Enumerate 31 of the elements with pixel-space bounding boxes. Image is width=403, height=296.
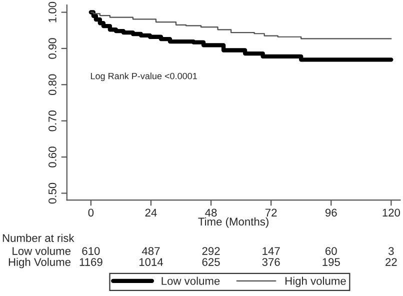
y-tick-label: 0.80 <box>48 74 56 96</box>
text: 3 <box>388 247 394 255</box>
y-tick-label: 0.70 <box>48 110 56 132</box>
text: 60 <box>326 247 337 255</box>
text: Number at risk <box>2 234 74 242</box>
x-tick-label: 120 <box>382 208 400 217</box>
text: 376 <box>262 258 280 266</box>
text: 1014 <box>139 258 164 266</box>
x-axis-title: Time (Months) <box>198 217 268 228</box>
text: 487 <box>142 247 160 255</box>
text: 292 <box>202 247 220 255</box>
text: 625 <box>202 258 220 266</box>
text: 1169 <box>80 258 102 266</box>
x-tick-label: 48 <box>205 208 217 217</box>
y-tick-label: 0.90 <box>48 38 56 59</box>
text: 610 <box>82 247 100 255</box>
annotation: Log Rank P-value <0.0001 <box>90 72 197 82</box>
y-tick-label: 0.50 <box>48 182 56 204</box>
y-tick-label: 1.00 <box>48 2 56 22</box>
legend-label: High volume <box>286 276 346 288</box>
x-tick-label: 72 <box>265 208 277 216</box>
text: High Volume <box>8 258 71 268</box>
x-tick-label: 0 <box>88 208 94 217</box>
x-tick-label: 96 <box>325 208 337 217</box>
text: Low volume <box>12 246 71 255</box>
y-tick-label: 0.60 <box>48 146 56 168</box>
x-tick-label: 24 <box>145 208 157 216</box>
text: 147 <box>262 247 280 255</box>
legend-label: Low volume <box>162 276 220 285</box>
text: 22 <box>386 258 397 266</box>
text: 195 <box>322 258 340 266</box>
